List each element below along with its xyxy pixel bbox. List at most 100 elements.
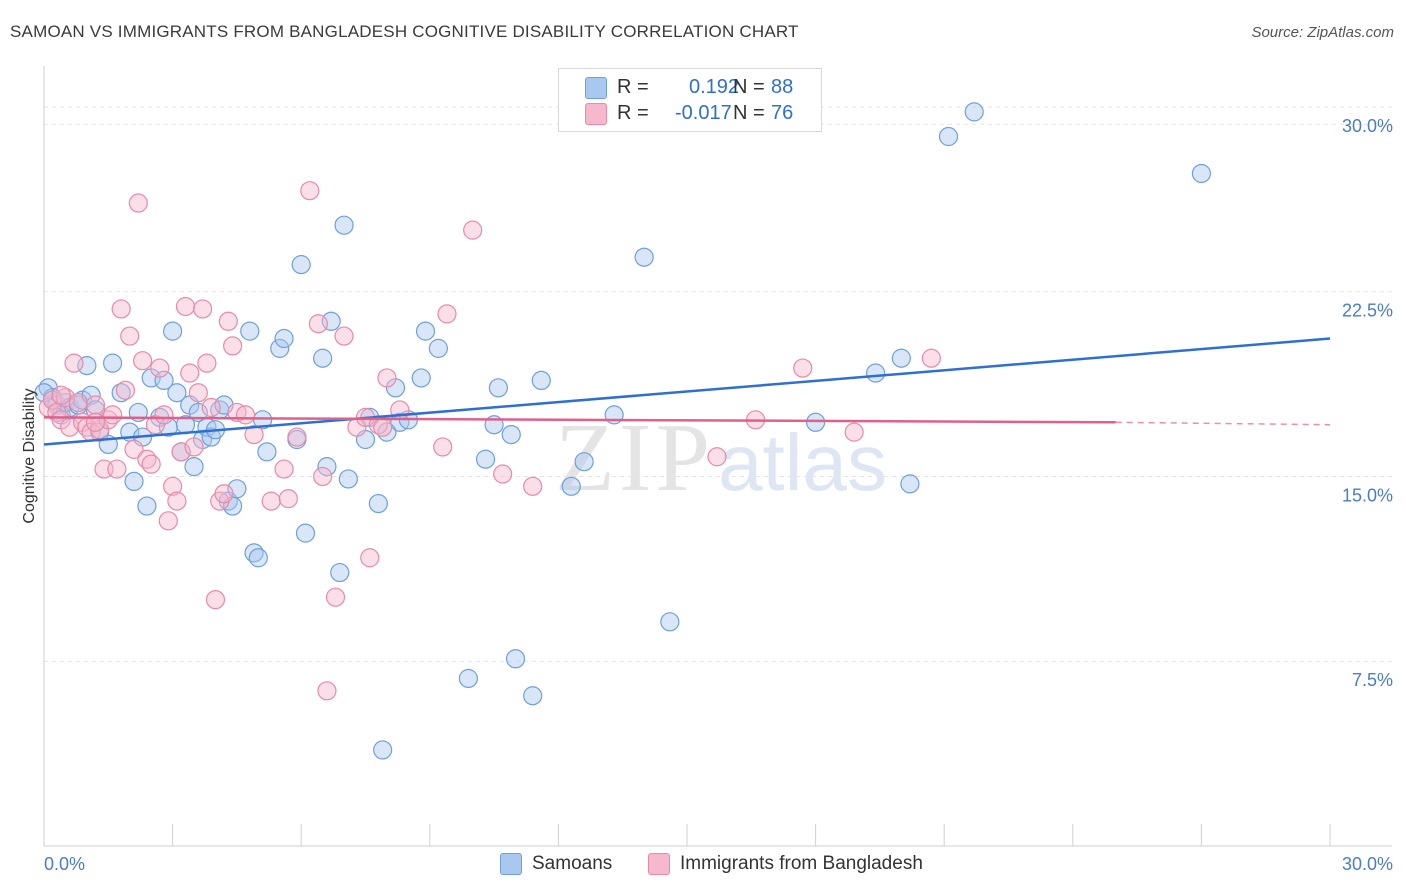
x-tick-label: 0.0% [44, 854, 85, 874]
bangladesh-point [141, 454, 161, 474]
samoan-point [964, 102, 984, 122]
samoan-point [313, 348, 333, 368]
bangladesh-point [214, 484, 234, 504]
samoan-point [660, 612, 680, 632]
samoan-point [900, 474, 920, 494]
samoan-point [163, 321, 183, 341]
bangladesh-point [193, 299, 213, 319]
samoan-point [501, 424, 521, 445]
samoan-point [505, 649, 526, 669]
bangladesh-trend-extension [1115, 421, 1331, 426]
bangladesh-point [124, 439, 144, 459]
bangladesh-point [197, 353, 217, 373]
bangladesh-point [844, 422, 864, 442]
legend-r-value: -0.017 [675, 102, 732, 124]
y-tick-label: 30.0% [1342, 116, 1393, 136]
y-tick-label: 15.0% [1342, 485, 1393, 505]
bottom-legend-swatch-pink [648, 853, 670, 875]
samoan-point [167, 383, 187, 403]
bangladesh-point [317, 681, 337, 701]
bangladesh-point [188, 383, 208, 403]
bangladesh-point [120, 326, 140, 346]
samoan-point [137, 496, 157, 516]
bangladesh-point [102, 405, 123, 425]
legend-r-value: 0.192 [689, 76, 740, 98]
samoan-point [574, 452, 594, 472]
samoan-point [291, 255, 311, 275]
bangladesh-point [154, 405, 174, 425]
samoan-point [270, 338, 290, 358]
samoan-point [938, 126, 959, 147]
samoan-point [411, 368, 431, 388]
bangladesh-point [278, 489, 298, 509]
bangladesh-point [218, 311, 238, 331]
samoan-point [184, 457, 204, 477]
bangladesh-point [85, 395, 106, 415]
bangladesh-point [180, 363, 200, 383]
bangladesh-point [163, 476, 183, 496]
bangladesh-point [175, 296, 196, 317]
bangladesh-point [64, 353, 84, 373]
samoan-point [458, 668, 478, 689]
watermark: ZIP atlas [555, 404, 887, 512]
bangladesh-point [274, 459, 294, 479]
legend-n-label: N = [733, 102, 765, 124]
bangladesh-trend-line [43, 416, 1116, 424]
y-tick-label: 22.5% [1342, 301, 1393, 321]
samoan-point [561, 476, 581, 496]
bangladesh-point [437, 304, 457, 324]
samoan-point [334, 215, 354, 235]
bangladesh-point [334, 326, 354, 346]
bottom-legend-label: Immigrants from Bangladesh [680, 853, 923, 874]
legend-swatch-blue [585, 77, 607, 99]
samoan-point [891, 348, 911, 368]
x-tick-label: 30.0% [1342, 854, 1393, 874]
grid-lines [44, 106, 1392, 662]
bangladesh-point [51, 385, 71, 405]
samoan-point [488, 378, 508, 398]
bangladesh-point [115, 380, 136, 400]
bangladesh-point [128, 193, 148, 213]
samoan-point [1191, 163, 1212, 184]
bangladesh-point [171, 442, 191, 462]
samoan-point [805, 412, 826, 432]
legend-n-value: 88 [771, 76, 794, 98]
samoan-point [124, 471, 144, 492]
bangladesh-point [132, 351, 153, 371]
bangladesh-point [707, 447, 727, 467]
bangladesh-point [377, 368, 397, 388]
legend-n-label: N = [733, 76, 765, 98]
samoan-point [227, 479, 247, 499]
bangladesh-point [493, 464, 513, 484]
samoan-point [368, 493, 388, 514]
bangladesh-point [184, 437, 204, 457]
bangladesh-point [167, 491, 187, 511]
samoan-point [523, 686, 543, 706]
legend-r-label: R = [617, 76, 649, 98]
bangladesh-point [360, 548, 380, 568]
samoan-point [257, 442, 277, 462]
samoan-point [338, 469, 358, 489]
samoan-point [240, 321, 260, 341]
axis-ticks: 7.5% 15.0% 22.5% 30.0% 0.0% 30.0% [44, 116, 1393, 874]
axes [43, 66, 1392, 847]
bangladesh-point [313, 466, 333, 487]
source-label: Source: ZipAtlas.com [1251, 24, 1394, 41]
samoan-trend-line [43, 337, 1331, 446]
bangladesh-point [308, 314, 328, 334]
bangladesh-point [463, 220, 483, 240]
samoan-point [295, 523, 316, 543]
samoan-point [330, 562, 350, 583]
bangladesh-point [244, 424, 264, 445]
bangladesh-point [205, 590, 226, 610]
bangladesh-point [85, 412, 106, 432]
samoan-point [415, 321, 436, 341]
samoan-point [634, 247, 654, 267]
bangladesh-point [158, 511, 178, 531]
samoan-point [274, 328, 294, 349]
bangladesh-point [223, 336, 243, 356]
samoan-point [317, 457, 337, 477]
samoan-point [866, 363, 886, 383]
bangladesh-point [325, 587, 346, 607]
y-axis-label: Cognitive Disability [21, 388, 38, 523]
